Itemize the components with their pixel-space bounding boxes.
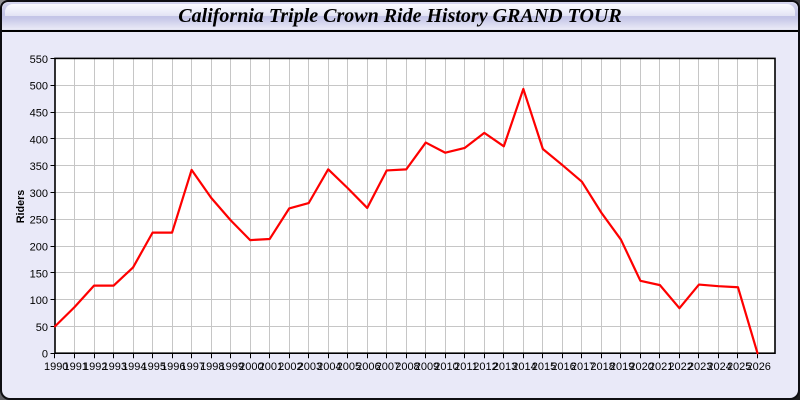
svg-text:500: 500 bbox=[30, 81, 48, 93]
svg-text:2020: 2020 bbox=[629, 361, 653, 373]
svg-text:2004: 2004 bbox=[317, 361, 341, 373]
svg-text:2025: 2025 bbox=[727, 361, 751, 373]
svg-text:2023: 2023 bbox=[688, 361, 712, 373]
svg-text:2010: 2010 bbox=[434, 361, 458, 373]
svg-text:2021: 2021 bbox=[649, 361, 673, 373]
svg-text:2005: 2005 bbox=[337, 361, 361, 373]
svg-text:2002: 2002 bbox=[278, 361, 302, 373]
svg-text:250: 250 bbox=[30, 215, 48, 227]
svg-text:2024: 2024 bbox=[707, 361, 731, 373]
svg-text:Riders: Riders bbox=[15, 190, 27, 224]
svg-text:300: 300 bbox=[30, 188, 48, 200]
svg-text:100: 100 bbox=[30, 295, 48, 307]
svg-text:2018: 2018 bbox=[590, 361, 614, 373]
svg-text:1993: 1993 bbox=[102, 361, 126, 373]
svg-text:2014: 2014 bbox=[512, 361, 536, 373]
svg-text:2022: 2022 bbox=[668, 361, 692, 373]
svg-text:2026: 2026 bbox=[746, 361, 770, 373]
svg-text:2006: 2006 bbox=[356, 361, 380, 373]
svg-text:1998: 1998 bbox=[200, 361, 224, 373]
svg-text:1990: 1990 bbox=[44, 361, 68, 373]
svg-text:1991: 1991 bbox=[63, 361, 87, 373]
svg-text:2015: 2015 bbox=[532, 361, 556, 373]
svg-text:350: 350 bbox=[30, 161, 48, 173]
svg-text:2012: 2012 bbox=[473, 361, 497, 373]
svg-text:50: 50 bbox=[36, 322, 48, 334]
svg-text:150: 150 bbox=[30, 268, 48, 280]
svg-text:1996: 1996 bbox=[161, 361, 185, 373]
svg-text:1999: 1999 bbox=[220, 361, 244, 373]
svg-text:200: 200 bbox=[30, 242, 48, 254]
svg-text:2000: 2000 bbox=[239, 361, 263, 373]
svg-text:2001: 2001 bbox=[259, 361, 283, 373]
svg-text:2017: 2017 bbox=[571, 361, 595, 373]
svg-text:2016: 2016 bbox=[551, 361, 575, 373]
svg-text:1992: 1992 bbox=[83, 361, 107, 373]
svg-text:1995: 1995 bbox=[142, 361, 166, 373]
svg-text:2011: 2011 bbox=[454, 361, 478, 373]
svg-text:2019: 2019 bbox=[610, 361, 634, 373]
svg-text:2009: 2009 bbox=[415, 361, 439, 373]
svg-text:1994: 1994 bbox=[122, 361, 146, 373]
svg-text:450: 450 bbox=[30, 108, 48, 120]
svg-text:2013: 2013 bbox=[493, 361, 517, 373]
svg-text:2008: 2008 bbox=[395, 361, 419, 373]
svg-text:1997: 1997 bbox=[181, 361, 205, 373]
svg-text:2007: 2007 bbox=[376, 361, 400, 373]
svg-text:550: 550 bbox=[30, 54, 48, 66]
svg-text:2003: 2003 bbox=[298, 361, 322, 373]
svg-text:0: 0 bbox=[42, 349, 48, 361]
svg-text:400: 400 bbox=[30, 134, 48, 146]
